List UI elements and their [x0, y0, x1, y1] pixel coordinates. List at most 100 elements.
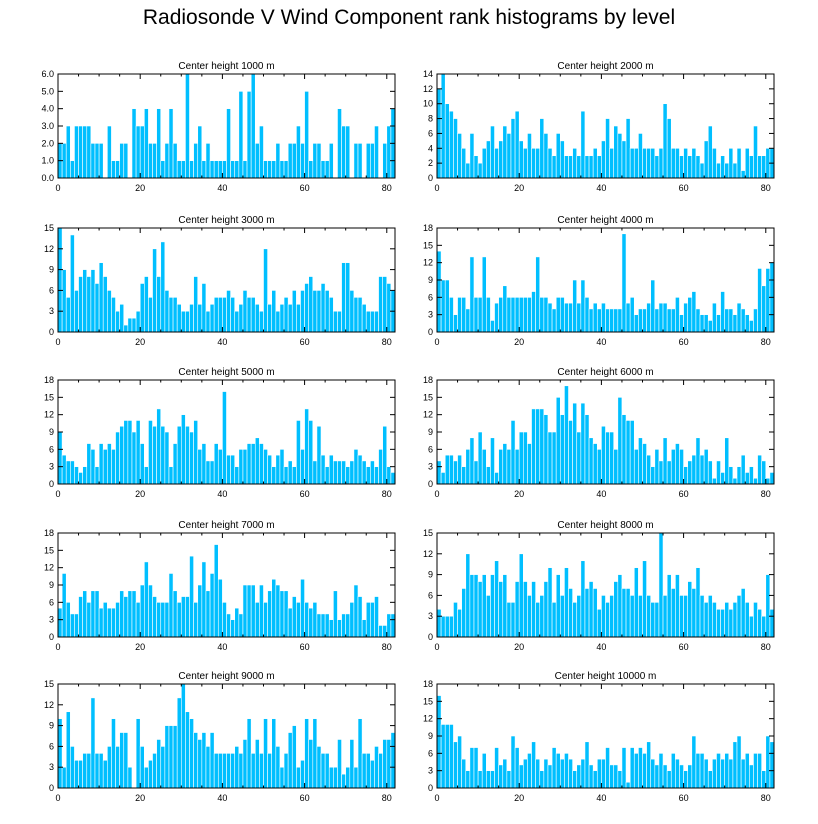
- histogram-bar: [320, 454, 326, 485]
- y-tick-label: 15: [423, 696, 433, 706]
- histogram-bar: [687, 581, 693, 638]
- histogram-bar: [337, 460, 342, 485]
- histogram-bar: [732, 602, 738, 638]
- histogram-bar: [185, 73, 190, 179]
- histogram-bar: [498, 297, 504, 333]
- histogram-bar: [440, 472, 446, 485]
- histogram-bar: [111, 449, 116, 485]
- x-tick-label: 0: [434, 642, 439, 652]
- histogram-bar: [148, 143, 153, 179]
- histogram-bar: [740, 308, 746, 333]
- histogram-bar: [481, 449, 487, 485]
- histogram-bar: [296, 602, 301, 638]
- histogram-bar: [312, 602, 318, 638]
- histogram-bar: [205, 310, 211, 333]
- histogram-bar: [539, 118, 545, 179]
- histogram-bar: [176, 425, 182, 485]
- histogram-bar: [481, 147, 487, 179]
- histogram-bar: [78, 276, 83, 333]
- histogram-bar: [436, 608, 442, 638]
- y-tick-label: 18: [423, 223, 433, 233]
- histogram-bar: [749, 155, 754, 179]
- histogram-bar: [761, 460, 767, 485]
- histogram-bar: [131, 317, 137, 333]
- histogram-bar: [461, 466, 467, 485]
- histogram-bar: [238, 753, 244, 789]
- histogram-bar: [144, 766, 149, 789]
- histogram-bar: [304, 602, 309, 638]
- y-tick-label: 9: [49, 721, 54, 731]
- y-tick-label: 6: [428, 590, 433, 600]
- histogram-bar: [374, 310, 379, 333]
- histogram-bar: [629, 747, 635, 789]
- histogram-bar: [506, 770, 512, 789]
- histogram-bar: [592, 443, 598, 485]
- histogram-bar: [119, 590, 125, 638]
- histogram-bar: [242, 290, 248, 333]
- histogram-bar: [564, 155, 569, 179]
- y-tick-label: 3: [428, 310, 433, 320]
- histogram-bar: [572, 602, 578, 638]
- histogram-bar: [168, 725, 174, 789]
- histogram-bar: [744, 147, 750, 179]
- histogram-bar: [588, 155, 594, 179]
- histogram-bar: [197, 449, 203, 485]
- histogram-bar: [176, 697, 182, 789]
- y-tick-label: 0: [428, 479, 433, 489]
- x-tick-label: 20: [135, 642, 145, 652]
- histogram-bar: [753, 477, 758, 485]
- y-tick-label: 6: [428, 444, 433, 454]
- histogram-bar: [386, 125, 392, 179]
- histogram-bar: [601, 140, 606, 179]
- histogram-bar: [494, 302, 499, 333]
- histogram-bar: [629, 147, 635, 179]
- histogram-bar: [601, 758, 606, 789]
- histogram-bar: [683, 595, 688, 638]
- histogram-bar: [361, 753, 367, 789]
- histogram-bar: [86, 602, 92, 638]
- histogram-bar: [250, 443, 256, 485]
- histogram-bar: [197, 584, 203, 638]
- histogram-bar: [287, 607, 293, 638]
- histogram-bar: [378, 449, 383, 485]
- histogram-bar: [621, 414, 627, 485]
- histogram-bar: [234, 746, 240, 789]
- histogram-bar: [494, 147, 499, 179]
- histogram-bar: [514, 297, 520, 333]
- histogram-bar: [444, 615, 450, 638]
- histogram-bar: [378, 276, 383, 333]
- x-tick-label: 80: [382, 489, 392, 499]
- y-tick-label: 10: [423, 99, 433, 109]
- histogram-bar: [584, 155, 590, 179]
- histogram-bar: [279, 766, 285, 789]
- histogram-bar: [457, 454, 462, 485]
- histogram-bar: [234, 607, 240, 638]
- histogram-panel: Center height 3000 m 0 20 40 60 80 0 3 6 9 12 15: [44, 215, 396, 347]
- histogram-bar: [102, 602, 108, 638]
- histogram-bar: [382, 739, 388, 789]
- histogram-bar: [477, 581, 483, 638]
- histogram-bar: [502, 443, 508, 485]
- histogram-bar: [70, 234, 75, 333]
- histogram-bar: [650, 279, 656, 333]
- histogram-bar: [213, 297, 219, 333]
- histogram-bar: [691, 735, 697, 789]
- histogram-bar: [555, 397, 561, 485]
- histogram-bar: [444, 103, 450, 179]
- histogram-bar: [609, 431, 615, 485]
- histogram-bar: [576, 302, 582, 333]
- histogram-bar: [596, 758, 602, 789]
- histogram-bar: [328, 766, 334, 789]
- panel-title: Center height 4000 m: [557, 215, 653, 226]
- histogram-bar: [518, 431, 524, 485]
- histogram-bar: [502, 574, 508, 638]
- histogram-bar: [102, 759, 108, 789]
- histogram-bar: [584, 588, 590, 638]
- histogram-bar: [523, 758, 528, 789]
- histogram-bar: [679, 155, 684, 179]
- histogram-bar: [605, 308, 610, 333]
- histogram-bar: [670, 147, 676, 179]
- histogram-bar: [328, 454, 334, 485]
- histogram-bar: [82, 269, 88, 333]
- histogram-bar: [675, 758, 680, 789]
